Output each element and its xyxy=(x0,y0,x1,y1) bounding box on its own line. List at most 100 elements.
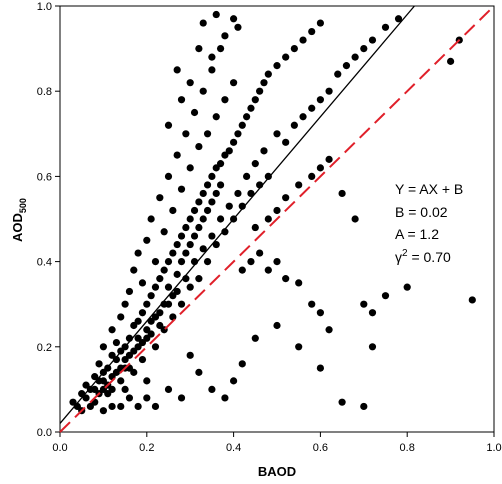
data-point xyxy=(308,300,316,308)
data-point xyxy=(264,215,272,223)
data-point xyxy=(164,121,173,129)
data-point xyxy=(247,104,255,112)
data-point xyxy=(338,398,346,406)
data-point xyxy=(273,206,281,215)
data-point xyxy=(282,194,290,202)
data-point xyxy=(138,279,147,287)
data-point xyxy=(151,283,160,291)
data-point xyxy=(273,258,281,266)
data-point xyxy=(208,53,216,61)
data-point xyxy=(360,45,368,53)
data-point xyxy=(251,334,259,342)
y-tick-label: 0.4 xyxy=(37,257,52,269)
data-point xyxy=(138,309,147,317)
equation-line-1: Y = AX + B xyxy=(395,181,463,197)
data-point xyxy=(264,172,272,180)
data-point xyxy=(121,355,129,364)
data-point xyxy=(173,66,181,74)
data-point xyxy=(164,258,173,266)
data-point xyxy=(251,160,259,168)
data-point xyxy=(177,394,186,402)
equation-line-4: γ2 = 0.70 xyxy=(395,248,451,265)
data-point xyxy=(216,160,225,168)
data-point xyxy=(468,296,476,304)
data-point xyxy=(143,236,151,244)
data-point xyxy=(221,32,229,40)
data-point xyxy=(147,292,155,300)
y-tick-label: 1.0 xyxy=(37,1,52,13)
data-point xyxy=(199,87,207,95)
data-point xyxy=(234,130,242,138)
data-point xyxy=(134,249,142,257)
data-point xyxy=(316,364,324,372)
regression-lines xyxy=(59,5,495,433)
data-point xyxy=(147,215,155,223)
data-point xyxy=(82,394,90,402)
data-point xyxy=(238,266,246,274)
data-point xyxy=(273,321,281,330)
data-point xyxy=(134,317,142,325)
data-point xyxy=(169,206,177,215)
data-point xyxy=(177,300,186,308)
data-point xyxy=(282,275,290,283)
data-point xyxy=(177,258,186,266)
data-point xyxy=(290,45,298,53)
data-point xyxy=(216,215,225,223)
data-point xyxy=(208,385,216,393)
data-point xyxy=(177,232,186,240)
data-point xyxy=(182,249,190,257)
data-point xyxy=(117,313,125,321)
data-point xyxy=(112,355,121,364)
data-point xyxy=(199,189,207,198)
data-point xyxy=(199,245,207,253)
data-point xyxy=(173,151,181,159)
data-point xyxy=(143,394,151,402)
data-point xyxy=(225,202,233,210)
data-point xyxy=(186,215,194,223)
data-point xyxy=(130,347,138,355)
equation-annotation: Y = AX + B B = 0.02 A = 1.2 γ2 = 0.70 xyxy=(395,181,463,265)
data-point xyxy=(351,215,359,223)
data-point xyxy=(273,130,281,138)
data-point xyxy=(221,394,229,402)
data-point xyxy=(99,407,107,415)
equation-line-2: B = 0.02 xyxy=(395,204,448,220)
data-point xyxy=(186,164,194,172)
plot-frame xyxy=(59,5,495,433)
data-point xyxy=(195,198,203,206)
data-point xyxy=(221,228,229,236)
data-point xyxy=(208,232,216,240)
data-point xyxy=(203,206,212,215)
data-point xyxy=(238,121,246,129)
data-point xyxy=(368,343,377,351)
fit-line xyxy=(59,5,415,424)
data-point xyxy=(290,121,298,129)
data-point xyxy=(260,79,268,87)
data-point xyxy=(195,45,203,53)
data-point xyxy=(256,87,264,95)
data-point xyxy=(182,223,190,232)
data-point xyxy=(238,360,246,368)
data-point xyxy=(164,283,173,291)
data-point xyxy=(251,223,259,232)
data-point xyxy=(221,96,229,104)
data-point xyxy=(212,113,220,121)
data-point xyxy=(112,338,121,347)
data-point xyxy=(299,113,307,121)
data-point xyxy=(212,240,220,249)
data-point xyxy=(203,181,212,189)
data-point xyxy=(264,70,272,78)
equation-line-3: A = 1.2 xyxy=(395,226,439,242)
data-point xyxy=(247,189,255,198)
data-point xyxy=(108,402,116,411)
data-point xyxy=(169,249,177,257)
data-point xyxy=(264,266,272,274)
data-point xyxy=(230,377,238,385)
data-point xyxy=(108,385,116,393)
data-point xyxy=(151,313,160,321)
data-point xyxy=(138,355,147,364)
x-axis-title: BAOD xyxy=(258,464,296,479)
data-point xyxy=(338,189,346,198)
data-point xyxy=(147,330,155,338)
data-point xyxy=(282,138,290,146)
